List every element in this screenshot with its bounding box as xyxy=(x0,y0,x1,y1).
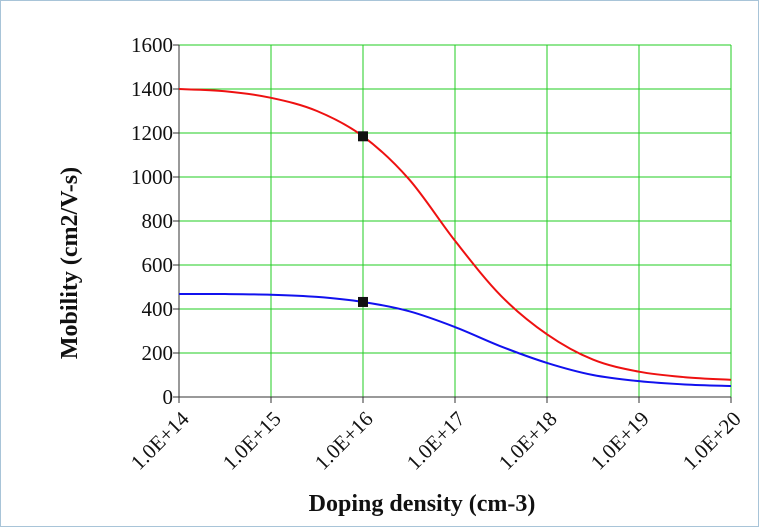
y-tick-label-0: 0 xyxy=(163,385,174,409)
y-tick-label-6: 1200 xyxy=(131,121,173,145)
grid xyxy=(179,44,732,397)
series-line-1 xyxy=(178,88,732,381)
x-tick-label-4: 1.0E+18 xyxy=(494,407,562,475)
markers xyxy=(358,131,368,307)
y-tick-label-7: 1400 xyxy=(131,77,173,101)
x-tick-label-0: 1.0E+14 xyxy=(126,406,194,474)
y-tick-label-3: 600 xyxy=(142,253,174,277)
y-tick-label-2: 400 xyxy=(142,297,174,321)
x-tick-label-6: 1.0E+20 xyxy=(678,407,746,475)
x-tick-label-1: 1.0E+15 xyxy=(218,407,286,475)
y-axis-title: Mobility (cm2/V-s) xyxy=(57,167,83,359)
series xyxy=(178,88,732,387)
y-tick-label-4: 800 xyxy=(142,209,174,233)
y-tick-label-5: 1000 xyxy=(131,165,173,189)
x-tick-labels: 1.0E+14 1.0E+15 1.0E+16 1.0E+17 1.0E+18 1.0E+… xyxy=(126,406,746,474)
y-tick-label-8: 1600 xyxy=(131,33,173,57)
x-tick-label-5: 1.0E+19 xyxy=(586,407,654,475)
x-tick-label-2: 1.0E+16 xyxy=(310,407,378,475)
x-axis-title: Doping density (cm-3) xyxy=(309,491,536,517)
x-tick-label-3: 1.0E+17 xyxy=(402,407,470,475)
y-tick-labels: 0 200 400 600 800 1000 1200 1400 1600 xyxy=(131,33,173,409)
data-marker-2 xyxy=(358,296,368,307)
y-tick-label-1: 200 xyxy=(142,341,174,365)
axes xyxy=(173,44,732,403)
data-marker-1 xyxy=(358,131,368,142)
series-line-2 xyxy=(178,292,732,387)
